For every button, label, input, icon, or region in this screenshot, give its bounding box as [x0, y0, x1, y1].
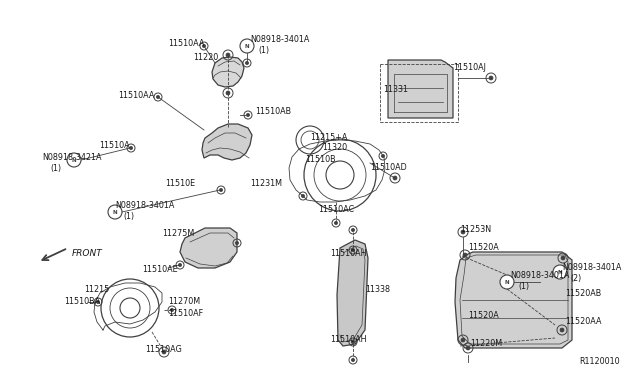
Text: (1): (1): [50, 164, 61, 173]
Circle shape: [466, 346, 470, 350]
Circle shape: [179, 263, 182, 267]
Circle shape: [381, 154, 385, 158]
Polygon shape: [337, 240, 368, 346]
Text: N08918-3401A: N08918-3401A: [562, 263, 621, 273]
Circle shape: [236, 241, 239, 245]
Polygon shape: [455, 252, 572, 348]
Text: 11215+A: 11215+A: [310, 134, 348, 142]
Circle shape: [245, 61, 248, 65]
Text: 11220M: 11220M: [470, 340, 502, 349]
Text: 11231M: 11231M: [250, 179, 282, 187]
Circle shape: [489, 76, 493, 80]
Text: 11510AG: 11510AG: [145, 346, 182, 355]
Polygon shape: [388, 60, 453, 118]
Polygon shape: [202, 124, 252, 160]
Circle shape: [561, 256, 565, 260]
Circle shape: [334, 221, 338, 225]
Circle shape: [202, 44, 205, 48]
Text: N: N: [244, 44, 250, 48]
Circle shape: [500, 275, 514, 289]
Text: 11510AC: 11510AC: [318, 205, 354, 215]
Circle shape: [301, 195, 305, 198]
Text: 11520A: 11520A: [468, 244, 499, 253]
Text: (2): (2): [570, 275, 581, 283]
Text: 11510AF: 11510AF: [168, 310, 203, 318]
Text: 11520A: 11520A: [468, 311, 499, 321]
Text: (1): (1): [518, 282, 529, 292]
Text: N08918-3401A: N08918-3401A: [250, 35, 309, 45]
Circle shape: [226, 53, 230, 57]
Circle shape: [240, 39, 254, 53]
Text: 11220: 11220: [193, 52, 218, 61]
Circle shape: [162, 350, 166, 354]
Text: 11215: 11215: [84, 285, 109, 295]
Circle shape: [351, 340, 355, 344]
Circle shape: [156, 95, 159, 99]
Circle shape: [226, 91, 230, 95]
Text: R1120010: R1120010: [579, 357, 620, 366]
Text: 11270M: 11270M: [168, 298, 200, 307]
Text: 11510AD: 11510AD: [370, 164, 407, 173]
Text: 11510BA: 11510BA: [64, 298, 100, 307]
Text: N: N: [113, 209, 117, 215]
Text: 11510AE: 11510AE: [142, 266, 178, 275]
Text: 11510AJ: 11510AJ: [453, 64, 486, 73]
Circle shape: [351, 248, 355, 251]
Text: N: N: [72, 157, 76, 163]
Circle shape: [393, 176, 397, 180]
Text: 11510AA: 11510AA: [118, 92, 155, 100]
Circle shape: [170, 308, 173, 312]
Text: 11510B: 11510B: [305, 155, 335, 164]
Circle shape: [108, 205, 122, 219]
Circle shape: [129, 147, 132, 150]
Text: N: N: [557, 269, 563, 275]
Text: N08918-3421A: N08918-3421A: [42, 153, 102, 161]
Circle shape: [553, 265, 567, 279]
Text: 11331: 11331: [383, 86, 408, 94]
Text: N08918-3401A: N08918-3401A: [510, 272, 570, 280]
Text: (1): (1): [258, 45, 269, 55]
Circle shape: [560, 328, 564, 332]
Text: 11510AH: 11510AH: [330, 250, 367, 259]
Text: 11520AA: 11520AA: [565, 317, 602, 327]
Text: 11520AB: 11520AB: [565, 289, 601, 298]
Text: 11253N: 11253N: [460, 225, 491, 234]
Text: FRONT: FRONT: [72, 248, 103, 257]
Circle shape: [461, 338, 465, 342]
Text: 11510AA: 11510AA: [168, 39, 205, 48]
Circle shape: [220, 188, 223, 192]
Circle shape: [246, 113, 250, 116]
Text: 11510E: 11510E: [165, 179, 195, 187]
Text: (1): (1): [123, 212, 134, 221]
Text: 11338: 11338: [365, 285, 390, 295]
Circle shape: [351, 358, 355, 362]
Text: 11510A: 11510A: [99, 141, 130, 150]
Text: 11510AH: 11510AH: [330, 336, 367, 344]
Text: 11320: 11320: [322, 144, 347, 153]
Text: 11510AB: 11510AB: [255, 108, 291, 116]
Circle shape: [97, 301, 100, 304]
Text: N: N: [505, 279, 509, 285]
Polygon shape: [180, 228, 237, 268]
Circle shape: [351, 228, 355, 232]
Circle shape: [67, 153, 81, 167]
Circle shape: [463, 253, 467, 257]
Text: 11275M: 11275M: [162, 230, 195, 238]
Polygon shape: [212, 57, 244, 87]
Circle shape: [461, 230, 465, 234]
Text: N08918-3401A: N08918-3401A: [115, 202, 174, 211]
